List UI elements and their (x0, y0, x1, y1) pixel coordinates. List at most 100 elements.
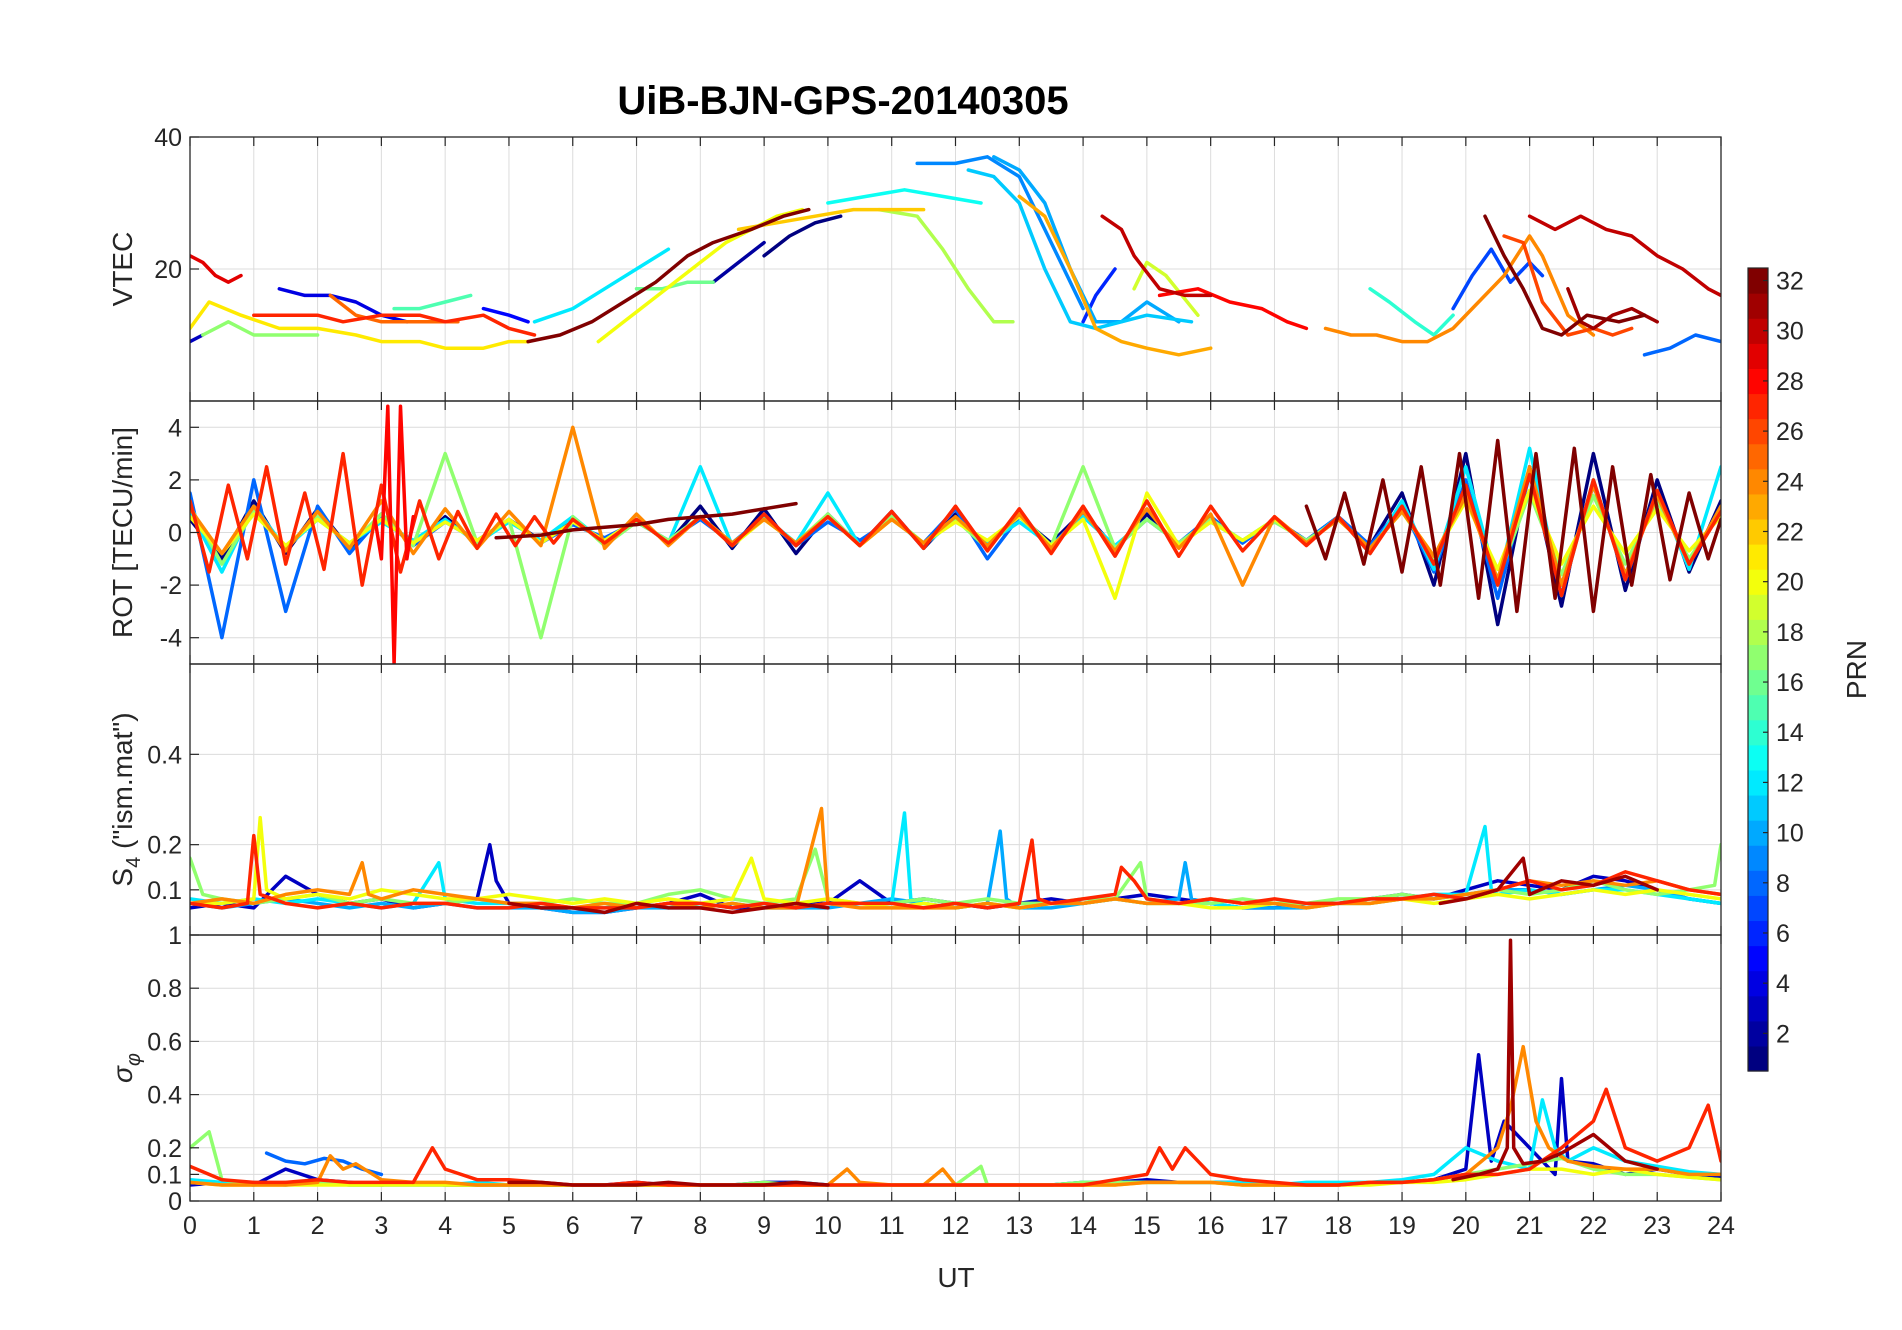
colorbar-segment (1748, 443, 1768, 470)
colorbar-label: PRN (1841, 640, 1872, 699)
panel-sigma_phi: 00.10.2 0.4 0.6 0.8 1 σφ (107, 922, 1722, 1216)
colorbar-tick-label: 28 (1776, 368, 1804, 396)
y-tick-label: 0.6 (147, 1028, 182, 1056)
colorbar-segment (1748, 870, 1768, 896)
x-tick-label: 24 (1707, 1212, 1735, 1240)
colorbar-tick-label: 26 (1776, 418, 1804, 446)
y-tick-label: 0.4 (147, 741, 182, 769)
series-prn-9 (915, 155, 1085, 311)
series-prn-13 (826, 188, 983, 205)
colorbar-segment (1748, 669, 1768, 696)
colorbar-tick-label: 20 (1776, 569, 1804, 597)
colorbar-tick-label: 6 (1776, 920, 1790, 948)
series-prn-3 (190, 333, 205, 344)
series-prn-31 (507, 1180, 830, 1187)
series-prn-26 (1502, 234, 1634, 337)
colorbar-segment (1748, 694, 1768, 721)
series-prn-27 (190, 1087, 1721, 1187)
colorbar-segment (1748, 845, 1768, 871)
x-tick-label: 18 (1324, 1212, 1352, 1240)
x-tick-label: 23 (1643, 1212, 1671, 1240)
series-prn-30 (1100, 214, 1213, 298)
colorbar-segment (1748, 468, 1768, 495)
colorbar-segment (1748, 544, 1768, 570)
colorbar-segment (1748, 820, 1768, 846)
x-tick-label: 4 (438, 1212, 452, 1240)
series-prn-32 (1483, 214, 1647, 337)
colorbar-segment (1748, 393, 1768, 420)
series-prn-14 (1368, 287, 1455, 337)
colorbar-segment (1748, 995, 1768, 1022)
colorbar-segment (1748, 895, 1768, 922)
series-prn-27 (190, 833, 1721, 910)
x-tick-label: 20 (1452, 1212, 1480, 1240)
x-tick-label: 10 (814, 1212, 842, 1240)
series-prn-18 (877, 207, 1015, 324)
series-prn-12 (532, 247, 671, 324)
series-prn-28 (1157, 287, 1309, 331)
colorbar-tick-label: 22 (1776, 518, 1804, 546)
x-tick-labels: 0 1 2 3 4 5 6 7 8 9 10 11 12 13 14 15 16 17 18 19 20 21 22 23 24 (183, 1212, 1735, 1240)
traces (190, 155, 1721, 357)
series-prn-1 (762, 214, 843, 258)
colorbar-segment (1748, 945, 1768, 972)
x-tick-label: 12 (942, 1212, 970, 1240)
colorbar-segment (1748, 418, 1768, 445)
series-prn-31 (1566, 287, 1659, 331)
y-tick-label: 0 (168, 520, 182, 548)
y-tick-label: 0.2 (147, 832, 182, 860)
x-tick-label: 15 (1133, 1212, 1161, 1240)
colorbar-tick-label: 2 (1776, 1020, 1790, 1048)
colorbar-segment (1748, 493, 1768, 520)
colorbar-tick-label: 18 (1776, 619, 1804, 647)
colorbar-segment (1748, 293, 1768, 319)
colorbar-tick-label: 30 (1776, 318, 1804, 346)
colorbar-segment (1748, 744, 1768, 771)
y-tick-label: 40 (154, 124, 182, 152)
y-tick-label: 0 (168, 1188, 182, 1216)
x-tick-label: 22 (1580, 1212, 1608, 1240)
y-tick-label: 20 (154, 256, 182, 284)
traces (190, 806, 1721, 915)
series-prn-15 (392, 293, 473, 311)
series-prn-32 (1304, 438, 1721, 614)
x-tick-label: 19 (1388, 1212, 1416, 1240)
colorbar-segment (1748, 569, 1768, 595)
x-tick-label: 8 (693, 1212, 707, 1240)
colorbar-tick-label: 14 (1776, 719, 1804, 747)
series-prn-11 (966, 168, 1194, 331)
x-tick-label: 13 (1005, 1212, 1033, 1240)
colorbar-segment (1748, 644, 1768, 671)
y-tick-label: 0.1 (147, 877, 182, 905)
series-prn-27 (252, 313, 537, 337)
series-prn-21 (190, 300, 530, 350)
x-tick-label: 9 (757, 1212, 771, 1240)
series-prn-32 (494, 501, 798, 540)
colorbar-frame (1747, 267, 1769, 1072)
colorbar-segment (1748, 343, 1768, 369)
series-prn-32 (526, 207, 811, 344)
y-tick-label: -4 (160, 625, 182, 653)
traces (190, 404, 1721, 664)
y-axis-label: VTEC (107, 232, 138, 307)
y-tick-label: 0.4 (147, 1082, 182, 1110)
series-prn-1 (190, 451, 1721, 627)
colorbar-tick-label: 32 (1776, 268, 1804, 296)
traces (190, 938, 1721, 1187)
x-tick-label: 6 (566, 1212, 580, 1240)
panel-vtec: 20 40 VTEC (107, 124, 1722, 402)
y-axis-label: σφ (107, 1053, 145, 1083)
colorbar-tick-label: 10 (1776, 820, 1804, 848)
series-prn-23 (1017, 194, 1213, 357)
colorbar-segment (1748, 594, 1768, 620)
x-tick-label: 17 (1261, 1212, 1289, 1240)
x-tick-label: 0 (183, 1212, 197, 1240)
colorbar-tick-label: 12 (1776, 769, 1804, 797)
x-tick-label: 5 (502, 1212, 516, 1240)
series-prn-27 (190, 451, 1721, 598)
series-prn-30 (1527, 214, 1721, 298)
x-axis-label: UT (937, 1262, 974, 1293)
colorbar-segment (1748, 268, 1768, 294)
